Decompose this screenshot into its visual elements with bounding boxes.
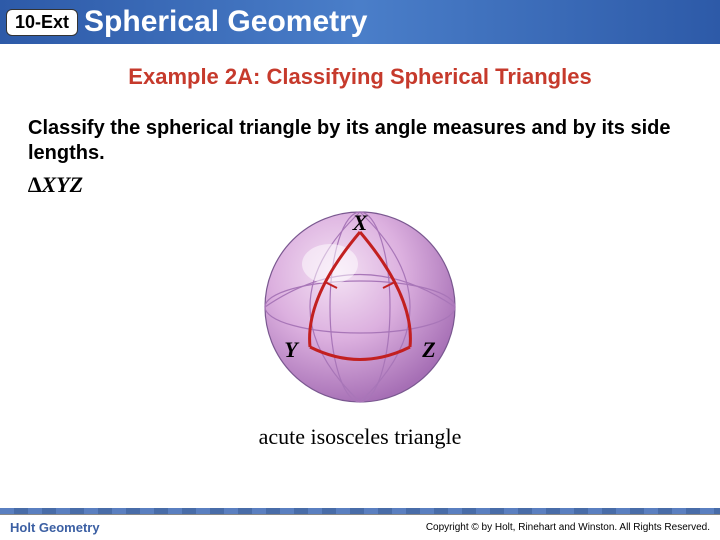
instruction-text: Classify the spherical triangle by its a… [28,116,692,166]
triangle-symbol: ∆XYZ [28,172,720,198]
example-subtitle: Example 2A: Classifying Spherical Triang… [0,64,720,90]
sphere-diagram: X Y Z [0,202,720,412]
sphere-body [265,212,455,402]
sphere-highlight [302,244,358,284]
answer-text: acute isosceles triangle [0,424,720,450]
footer-copyright: Copyright © by Holt, Rinehart and Winsto… [426,522,710,533]
lesson-badge: 10-Ext [6,9,78,36]
sphere-svg: X Y Z [245,202,475,412]
footer-brand: Holt Geometry [10,520,100,535]
header-banner: 10-Ext Spherical Geometry [0,0,720,44]
footer-bar: Holt Geometry Copyright © by Holt, Rineh… [0,514,720,540]
vertex-label-z: Z [421,337,435,362]
vertex-label-x: X [352,210,369,235]
chapter-title: Spherical Geometry [84,5,367,39]
